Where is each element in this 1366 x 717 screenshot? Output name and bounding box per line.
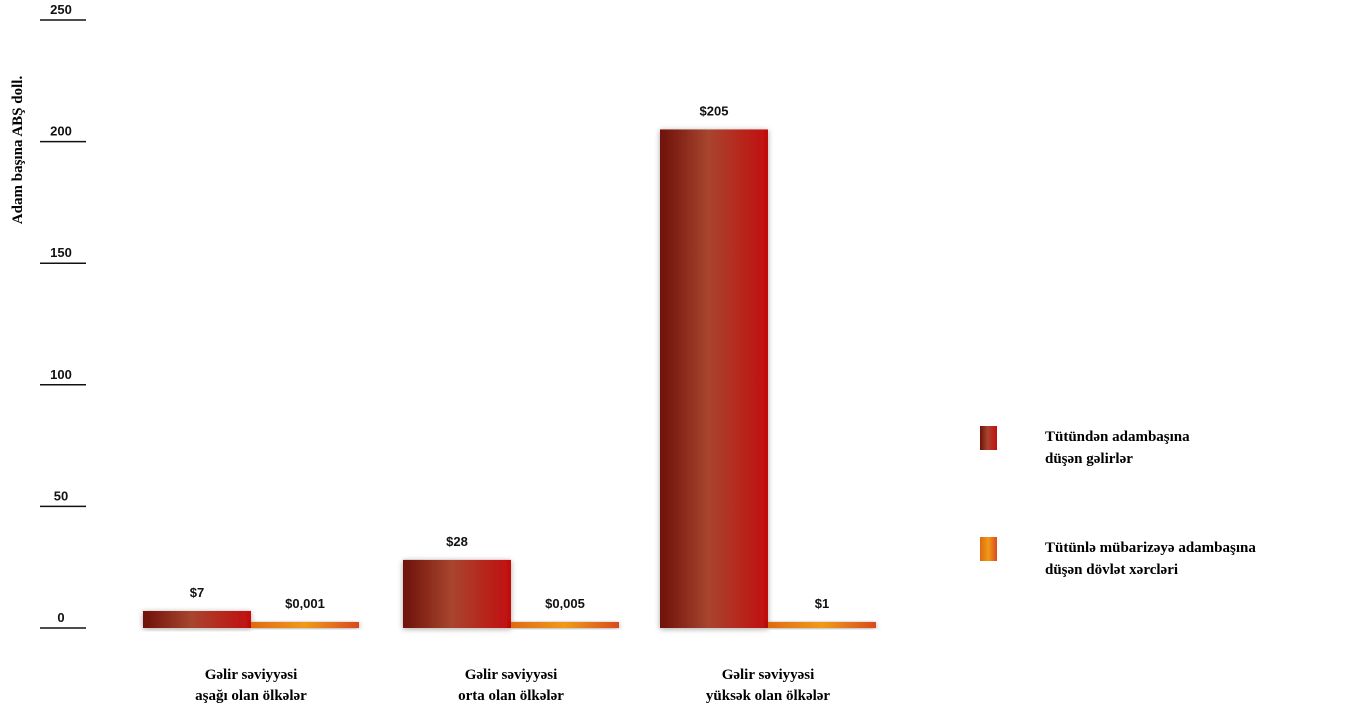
category-label: orta olan ölkələr [458,688,564,704]
tobacco-revenue-bar [143,610,251,628]
legend: Tütündən adambaşına düşən gəlirlər Tütünlə… [980,426,1256,578]
legend-label: Tütündən adambaşına [1045,429,1190,445]
category-labels: Gəlir səviyyəsi aşağı olan ölkələr Gəlir s… [195,667,830,704]
data-label: $1 [815,596,829,611]
data-label: $0,001 [285,596,325,611]
legend-label: düşən gəlirlər [1045,451,1133,467]
data-label: $205 [700,103,729,118]
category-label: yüksək olan ölkələr [706,688,831,704]
y-tick-label: 100 [50,367,72,382]
data-label: $28 [446,534,468,549]
category-label: Gəlir səviyyəsi [722,667,815,683]
data-label: $0,005 [545,596,585,611]
bars [143,129,876,628]
y-tick-label: 200 [50,124,72,139]
legend-swatch-spending [980,537,997,561]
tobacco-revenue-bar [403,559,511,628]
y-tick-label: 250 [50,2,72,17]
y-tick-label: 0 [57,610,64,625]
y-tick-label: 50 [54,488,68,503]
data-label: $7 [190,585,204,600]
tobacco-revenue-bar [660,129,768,628]
legend-label: Tütünlə mübarizəyə adambaşına [1045,540,1256,556]
tobacco-control-spending-bar [511,622,619,628]
y-tick-label: 150 [50,245,72,260]
category-label: Gəlir səviyyəsi [205,667,298,683]
tobacco-control-spending-bar [768,622,876,628]
y-axis-title: Adam başına ABŞ doll. [10,76,26,225]
category-label: aşağı olan ölkələr [195,688,307,704]
y-axis: 0 50 100 150 200 250 [40,2,86,629]
category-label: Gəlir səviyyəsi [465,667,558,683]
tobacco-control-spending-bar [251,622,359,628]
legend-label: düşən dövlət xərcləri [1045,562,1178,578]
data-labels: $7 $28 $205 $0,001 $0,005 $1 [190,103,829,611]
legend-swatch-revenue [980,426,997,450]
